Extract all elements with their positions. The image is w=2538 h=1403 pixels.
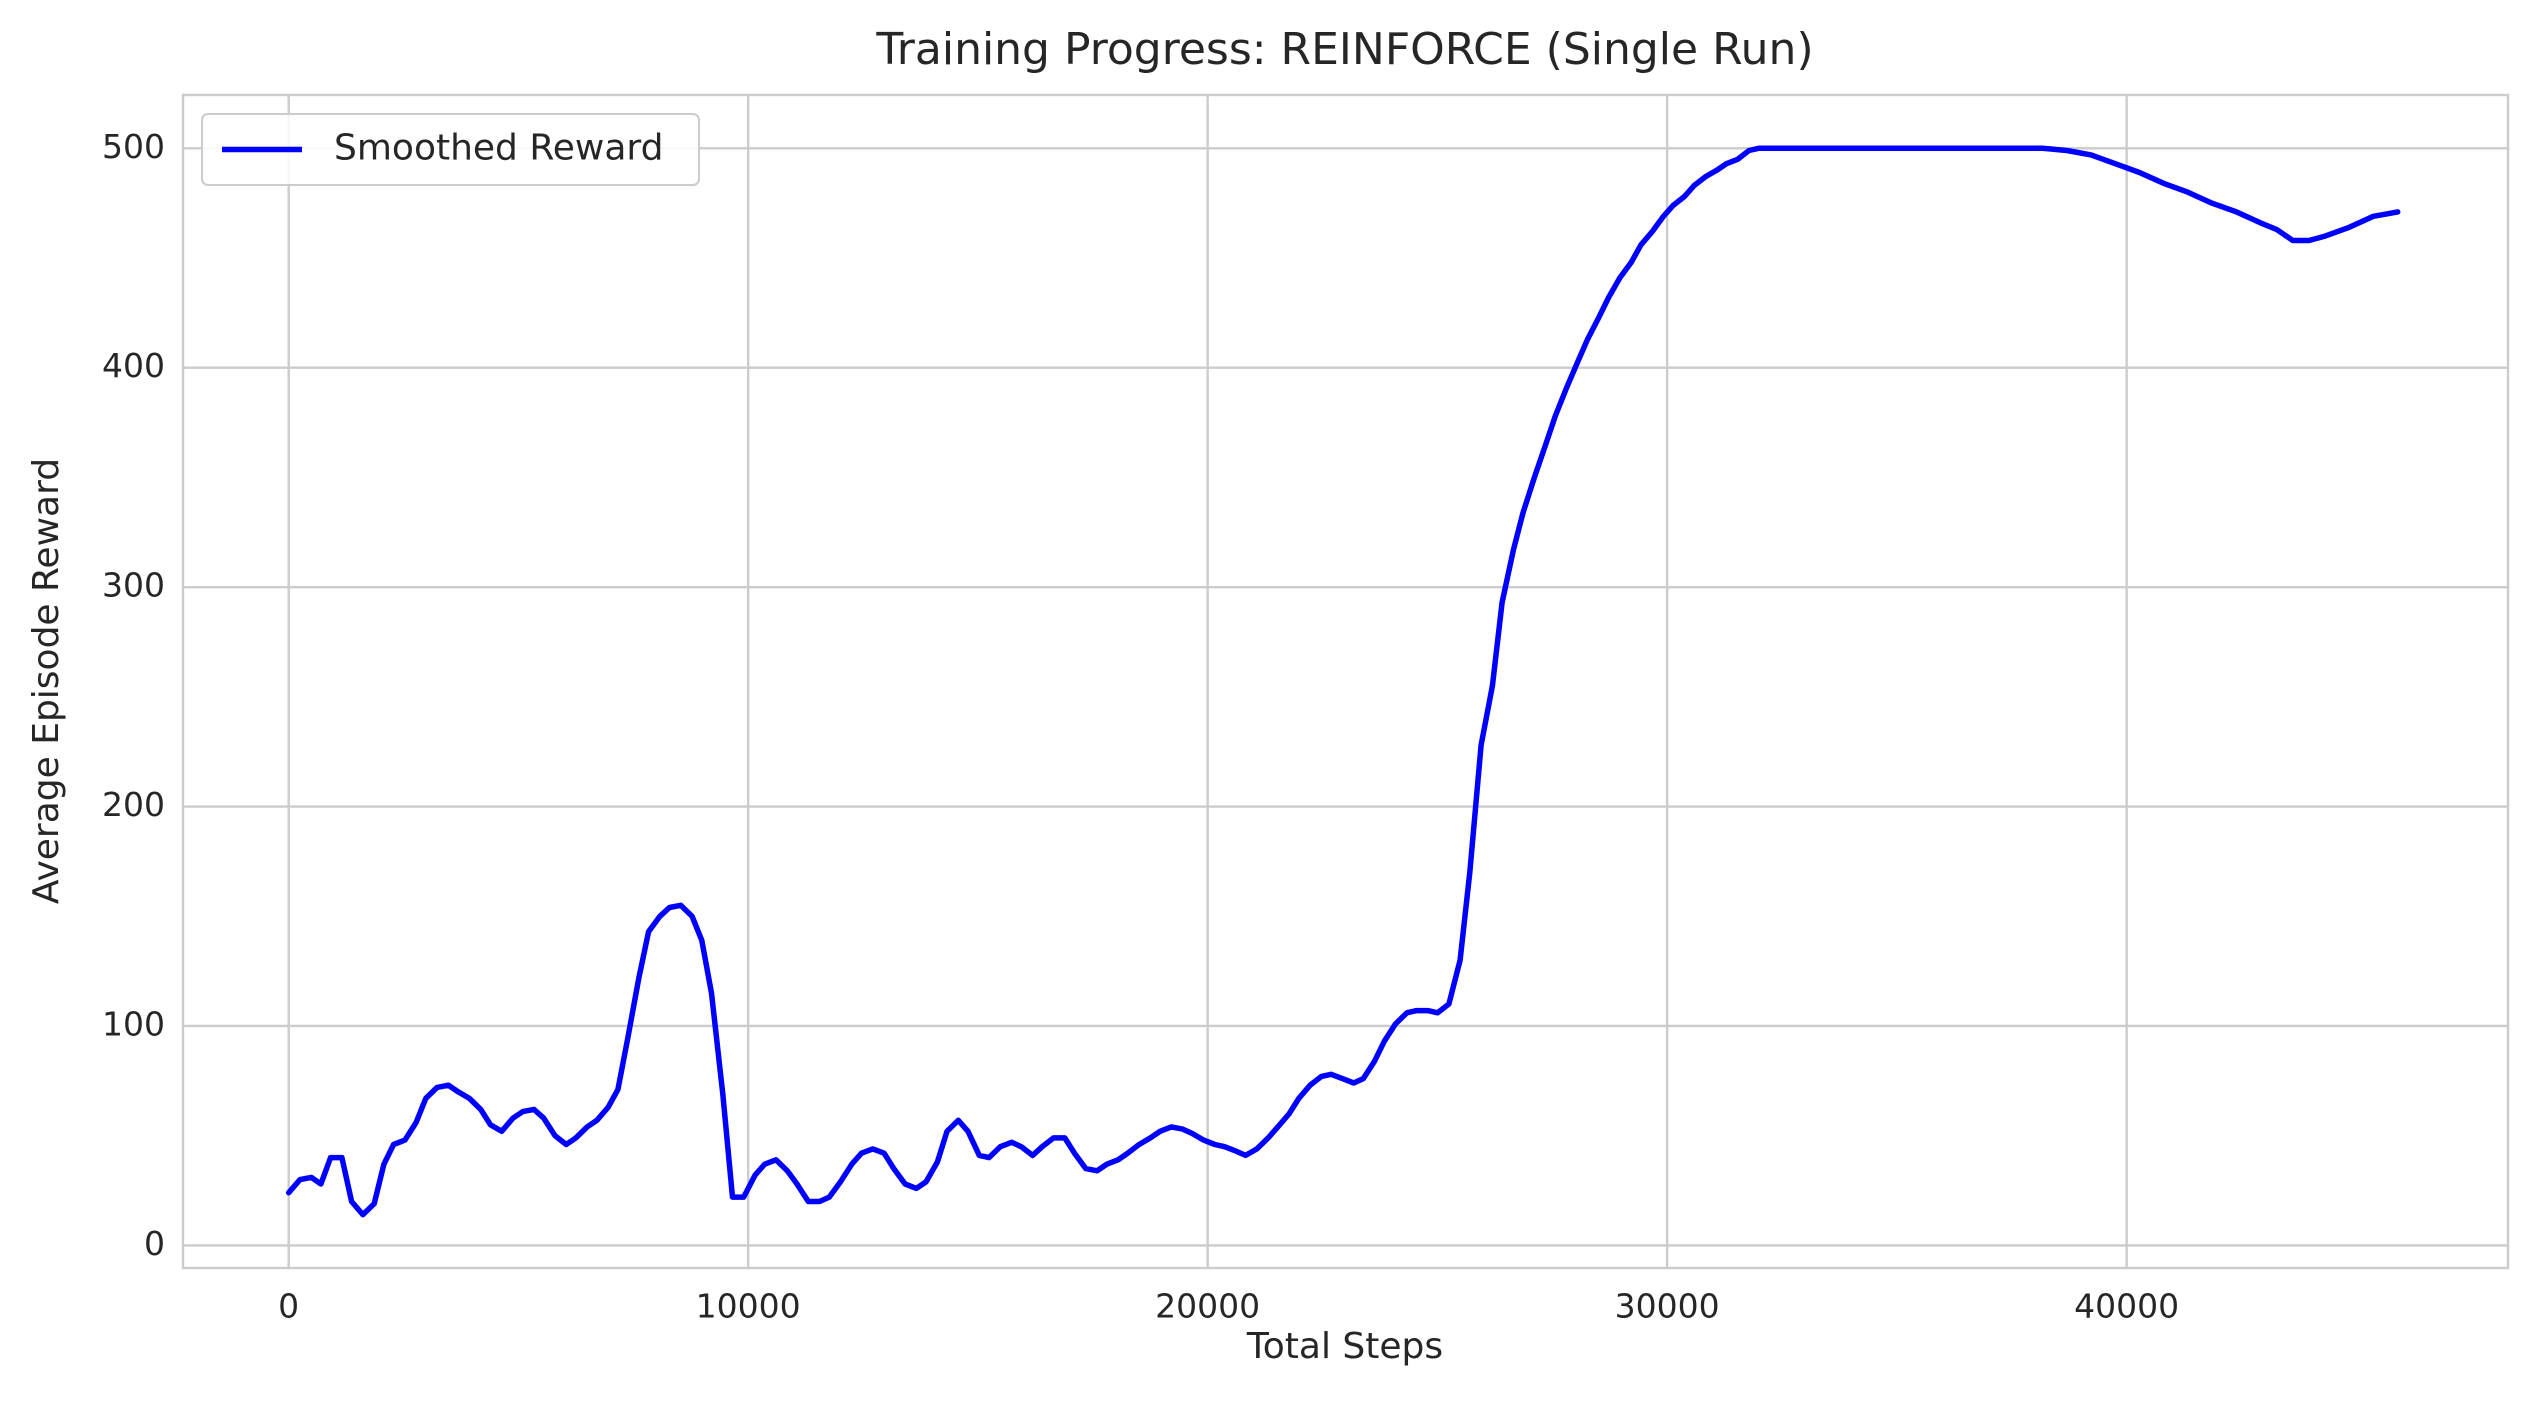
x-tick-label: 30000: [1615, 1287, 1720, 1326]
y-tick-label: 500: [102, 127, 165, 166]
x-axis-label: Total Steps: [1246, 1326, 1443, 1367]
x-tick-label: 40000: [2074, 1287, 2179, 1326]
y-tick-label: 0: [144, 1224, 165, 1263]
y-tick-label: 300: [102, 566, 165, 605]
chart-title: Training Progress: REINFORCE (Single Run…: [875, 24, 1813, 75]
y-tick-label: 100: [102, 1004, 165, 1043]
legend: Smoothed Reward: [201, 113, 700, 186]
x-tick-label: 20000: [1155, 1287, 1260, 1326]
x-tick-label: 0: [278, 1287, 299, 1326]
y-tick-label: 200: [102, 785, 165, 824]
y-tick-label: 400: [102, 346, 165, 385]
grid: [183, 95, 2508, 1268]
legend-label: Smoothed Reward: [334, 128, 663, 169]
legend-box: [201, 113, 700, 186]
y-axis-label: Average Episode Reward: [26, 458, 67, 904]
data-line: [285, 145, 2401, 1218]
x-tick-label: 10000: [696, 1287, 801, 1326]
plot-frame: [181, 93, 2510, 1270]
